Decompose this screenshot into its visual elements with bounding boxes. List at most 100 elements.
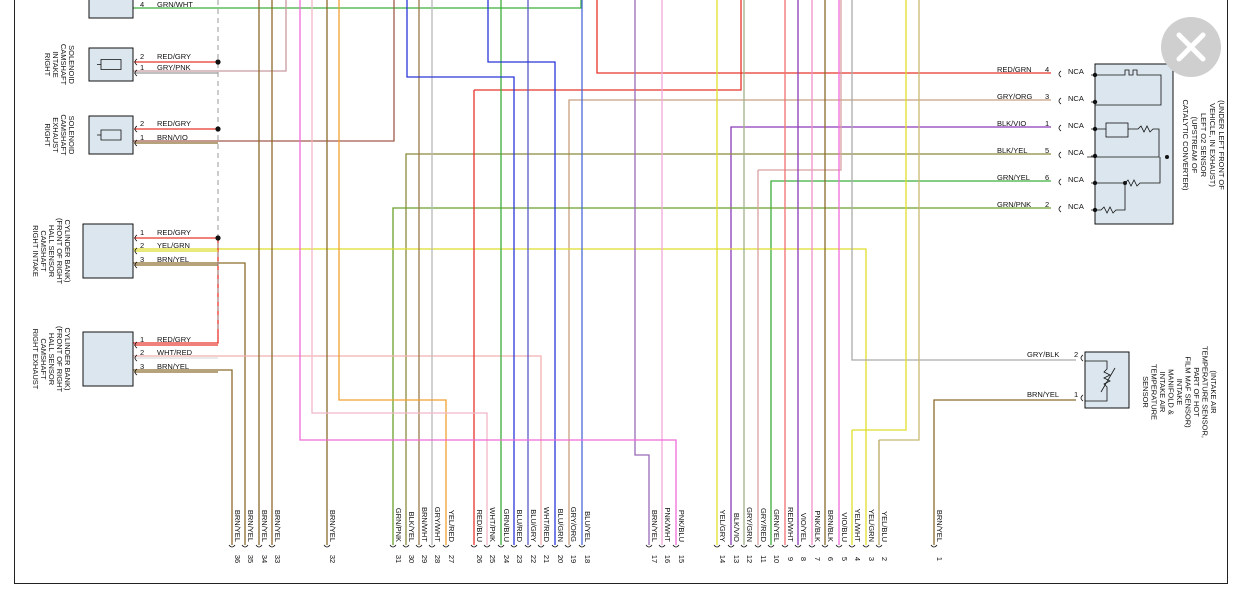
wire-grn-wht [131,0,582,9]
component-label: INTAKE [51,51,60,78]
bottom-pin-number: 17 [650,555,659,563]
bottom-pin-number: 10 [772,555,781,563]
splice-dot [215,126,221,132]
wire-label: GRN/PNK [997,200,1031,209]
wire-blk-yel [405,153,1051,545]
wire-gry-red-top [758,0,842,171]
component-label: RIGHT EXHAUST [31,329,40,390]
bottom-pin-number: 24 [502,555,511,563]
component-label: VEHICLE, IN EXHAUST) [1208,103,1217,187]
bottom-wire-label: YEL/GRN [867,509,876,542]
close-button[interactable] [1161,17,1221,77]
pin-number: 2 [1074,350,1078,359]
bottom-wire-label: PNK/BLK [813,510,822,542]
component-label: CAMSHAFT [39,230,48,272]
wire-label: RED/GRY [157,335,191,344]
nca-label: NCA [1068,202,1084,211]
bottom-wire-label: WHT/RED [542,507,551,543]
nca-label: NCA [1068,121,1084,130]
pin-number: 1 [140,335,144,344]
bottom-pin-number: 21 [542,555,551,563]
bottom-pin-number: 23 [515,555,524,563]
bottom-terminal [483,544,491,548]
splice-dot [215,235,221,241]
pin-number: 1 [140,63,144,72]
wire-label: YEL/GRN [157,241,190,250]
pin-terminal [134,125,138,133]
pin-number: 2 [140,52,144,61]
bottom-pin-number: 1 [935,557,944,561]
pin-number: 2 [140,348,144,357]
bottom-terminal [497,544,505,548]
bottom-wire-label: BLK/VIO [732,513,741,542]
component-label: SOLENOID [67,45,76,84]
splice-dot [215,59,221,65]
bottom-terminal [794,544,802,548]
bottom-pin-number: 16 [663,555,672,563]
nca-label: NCA [1068,175,1084,184]
component-label: SOLENOID [67,116,76,155]
o2-heater-icon [1095,69,1162,106]
bottom-wire-label: RED/WHT [786,507,795,542]
bottom-pin-number: 6 [826,557,835,561]
pin-terminal [134,58,138,66]
bottom-pin-number: 20 [556,555,565,563]
component-label: CYLINDER BANK) [63,220,72,283]
component-label: CAMSHAFT [59,44,68,86]
pin-terminal [1080,354,1084,362]
bottom-pin-number: 2 [880,557,889,561]
bottom-wire-label: GRN/BLU [502,509,511,542]
bottom-terminal [727,544,735,548]
pin-number: 3 [140,255,144,264]
component-label: (INTAKE AIR [1209,370,1218,414]
node-dot [1123,181,1127,185]
close-icon [1176,32,1206,62]
bottom-wire-label: PNK/WHT [663,507,672,542]
bottom-wire-label: YEL/RED [447,510,456,543]
wire-gry-pnk [131,0,287,72]
bottom-terminal [323,544,331,548]
solenoid-coil-icon [97,129,122,141]
component-label: CYLINDER BANK) [63,328,72,391]
bottom-terminal [754,544,762,548]
solenoid-coil-icon [97,59,122,70]
component-label: (UPSTREAM OF [1190,117,1199,174]
wire-wht-red [131,355,542,545]
bottom-wire-label: GRY/GRN [745,507,754,542]
bottom-terminal [442,544,450,548]
bottom-pin-number: 13 [732,555,741,563]
node-dot [1165,155,1169,159]
pin-number: 6 [1045,173,1049,182]
pin-terminal [134,368,138,376]
bottom-wire-label: BRN/WHT [420,507,429,542]
wire-label: RED/GRY [157,119,191,128]
bottom-pin-number: 31 [394,555,403,563]
bottom-terminal [658,544,666,548]
pin-terminal [1080,394,1084,402]
left-o2-sensor [1058,63,1174,225]
component-label: RIGHT INTAKE [31,225,40,277]
wire-wht-pnk [311,0,488,545]
wire-label: BRN/YEL [157,362,189,371]
o2-connector-body [1094,63,1174,225]
bottom-pin-number: 9 [786,557,795,561]
right-exhaust-camshaft-hall-sensor [82,331,134,387]
wire-label: BLK/YEL [997,146,1027,155]
component-label: HALL SENSOR [47,333,56,386]
bottom-pin-number: 19 [569,555,578,563]
pin-number: 1 [140,228,144,237]
wire-label: WHT/RED [157,348,193,357]
pin-number: 2 [140,241,144,250]
bottom-wire-label: GRY/ORG [569,507,578,542]
bottom-terminal [415,544,423,548]
bottom-terminal [930,544,938,548]
pin-terminal [134,247,138,255]
bottom-wire-label: BRN/YEL [246,510,255,542]
terminal-dot [1092,153,1098,159]
nca-label: NCA [1068,94,1084,103]
wire-label: GRY/ORG [997,92,1032,101]
bottom-wire-label: RED/BLU [475,509,484,542]
bottom-wire-label: BRN/YEL [650,510,659,542]
wire-label: BLK/VIO [997,119,1026,128]
thermistor-icon [1085,360,1111,402]
